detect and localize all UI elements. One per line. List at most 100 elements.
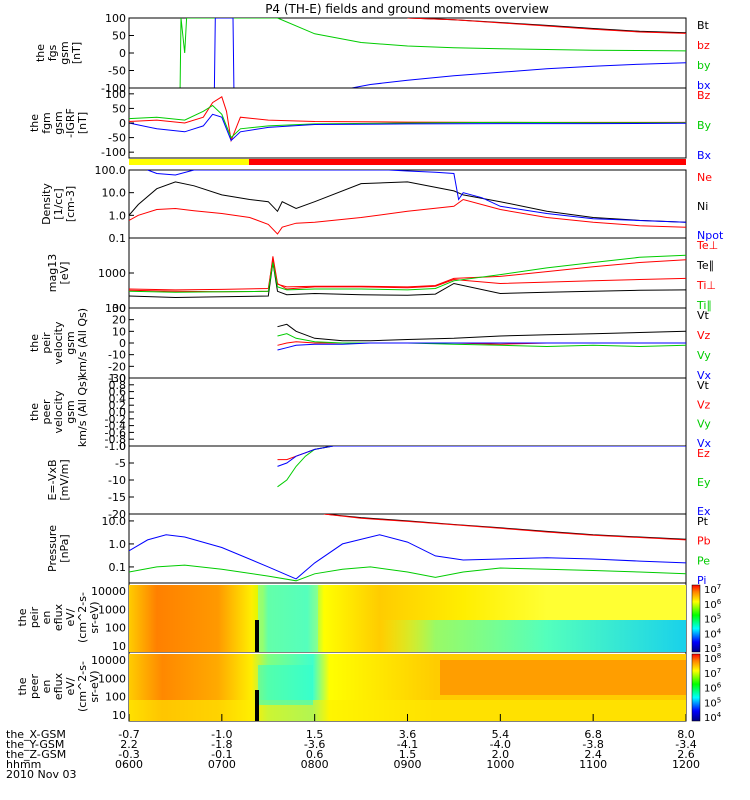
y-tick-label: 0 xyxy=(119,440,126,453)
series-efield-Ex xyxy=(277,446,686,467)
panel-peir_spec: 10000 1000 100 10 the peir en eflux eV/(cm^2-s-s… xyxy=(16,582,687,653)
x-tick-label: -0.7 xyxy=(118,728,139,741)
legend-Ey: Ey xyxy=(697,476,711,489)
y-tick-label: 10 xyxy=(112,640,126,653)
series-pressure-Pe xyxy=(129,564,686,582)
y-tick-label: -20 xyxy=(108,508,126,521)
y-axis-label: eflux xyxy=(52,672,65,700)
y-axis-label: sr-eV) xyxy=(88,601,101,633)
ion-spectrogram-data-gap xyxy=(255,620,259,652)
series-pressure-Pb xyxy=(323,514,686,541)
series-density-Ne xyxy=(129,198,686,235)
legend-Ex: Ex xyxy=(697,505,711,518)
panel-frame xyxy=(128,377,687,447)
colorbar-tick-label: 108 xyxy=(704,652,721,665)
colorbar-tick-label: 105 xyxy=(704,696,721,709)
y-axis-label: mag13 xyxy=(46,254,59,292)
y-axis-label: [eV] xyxy=(58,262,71,285)
series-fgm-Bx xyxy=(129,113,686,142)
y-tick-label: 10.0 xyxy=(102,187,127,200)
y-axis-label: gsm xyxy=(52,111,65,134)
y-axis-label: peir xyxy=(28,606,41,628)
series-fgs-by xyxy=(179,18,686,88)
y-axis-label: velocity xyxy=(52,390,65,433)
y-axis-label: gsm xyxy=(58,41,71,64)
series-fgs-bx xyxy=(213,18,686,88)
ion-spectrogram-lowenergy xyxy=(129,620,686,652)
y-tick-label: 10 xyxy=(112,325,126,338)
y-tick-label: 10.0 xyxy=(102,515,127,528)
x-tick-label: 0600 xyxy=(115,758,143,771)
y-tick-label: 1000 xyxy=(98,672,126,685)
x-tick-label: -3.4 xyxy=(675,738,696,751)
panel-temp: 1000 100 mag13 [eV] Te⊥ Te∥ Ti⊥ Ti∥ xyxy=(46,237,718,315)
y-axis-label: eV/ xyxy=(64,677,77,695)
x-tick-label: 2.2 xyxy=(120,738,138,751)
electron-spectrogram-hot-band xyxy=(440,660,686,695)
legend-bz: bz xyxy=(697,39,710,52)
colorbar-tick-label: 107 xyxy=(704,583,721,596)
y-tick-label: 50 xyxy=(112,30,126,43)
legend-By: By xyxy=(697,119,712,132)
ion-spectrogram-cold-band xyxy=(258,585,318,652)
legend-Pe: Pe xyxy=(697,554,710,567)
y-tick-label: -0.2 xyxy=(105,413,126,426)
x-tick-label: 1.5 xyxy=(399,748,417,761)
y-axis-label: gsm xyxy=(64,400,77,423)
x-tick-label: 1100 xyxy=(579,758,607,771)
series-fgs-Bt xyxy=(129,18,686,34)
legend-Vx: Vx xyxy=(697,369,712,382)
colorbar-tick-label: 104 xyxy=(704,627,722,640)
y-axis-label: fgs xyxy=(46,44,59,61)
y-axis-label: the xyxy=(34,44,47,62)
panel-pressure: 10.0 1.0 0.1 Pressure [nPa] Pt Pb Pe Pi xyxy=(46,513,711,587)
y-tick-label: 100.0 xyxy=(95,164,127,177)
mode-bar-yellow xyxy=(129,159,249,165)
panel-frame xyxy=(128,237,687,309)
colorbar-tick-label: 106 xyxy=(704,682,722,695)
x-tick-label: 1200 xyxy=(672,758,700,771)
colorbar-tick-label: 106 xyxy=(704,598,722,611)
x-tick-label: 1.5 xyxy=(306,728,324,741)
y-axis-label: peir xyxy=(40,332,53,354)
x-axis-row-label: hhmm xyxy=(6,758,41,771)
panel-efield: 0 -5 -10 -15 -20 E=-VxB [mV/m] Ez Ey Ex xyxy=(46,440,711,521)
x-tick-label: 8.0 xyxy=(677,728,695,741)
y-axis-label: E=-VxB xyxy=(46,459,59,500)
y-tick-label: 1000 xyxy=(98,267,126,280)
legend-Bz: Bz xyxy=(697,89,711,102)
x-tick-label: 5.4 xyxy=(492,728,510,741)
y-tick-label: -1.0 xyxy=(105,440,126,453)
panel-density: 100.0 10.0 1.0 0.1 Density [1/cc] [cm-3] Ne Ni Np… xyxy=(40,164,724,245)
y-axis-label: en xyxy=(40,611,53,625)
legend-Ti⊥: Ti⊥ xyxy=(696,279,716,292)
series-fgm-By xyxy=(129,104,686,139)
y-tick-label: -0.8 xyxy=(105,433,126,446)
y-axis-label: Pressure xyxy=(46,525,59,572)
x-tick-label: 0900 xyxy=(394,758,422,771)
y-tick-label: -0.6 xyxy=(105,426,126,439)
y-tick-label: 100 xyxy=(105,12,126,25)
series-pressure-Pi xyxy=(129,534,686,580)
y-tick-label: 0.0 xyxy=(109,406,127,419)
y-tick-label: 0.6 xyxy=(109,386,127,399)
legend-Te∥: Te∥ xyxy=(696,259,714,272)
series-efield-Ez xyxy=(277,446,686,461)
y-tick-label: 30 xyxy=(112,302,126,315)
y-axis-label: Density xyxy=(40,183,53,225)
electron-spectrogram-cold-band xyxy=(258,665,313,705)
legend-Vy: Vy xyxy=(697,418,711,431)
y-axis-label: fgm xyxy=(40,112,53,134)
series-density-Npot xyxy=(147,170,686,223)
y-axis-label: eflux xyxy=(52,603,65,631)
x-axis-row-label: the_Y-GSM xyxy=(6,738,64,751)
y-tick-label: 100 xyxy=(105,302,126,315)
y-axis-label: -IGRF xyxy=(64,108,77,138)
y-tick-label: -50 xyxy=(108,65,126,78)
x-tick-label: -4.1 xyxy=(397,738,418,751)
y-tick-label: -50 xyxy=(108,132,126,145)
panel-peer_vel: 1.00.80.60.40.20.0-0.2-0.4-0.6-0.8-1.0 th… xyxy=(28,372,712,453)
colorbar-electron xyxy=(691,653,701,722)
